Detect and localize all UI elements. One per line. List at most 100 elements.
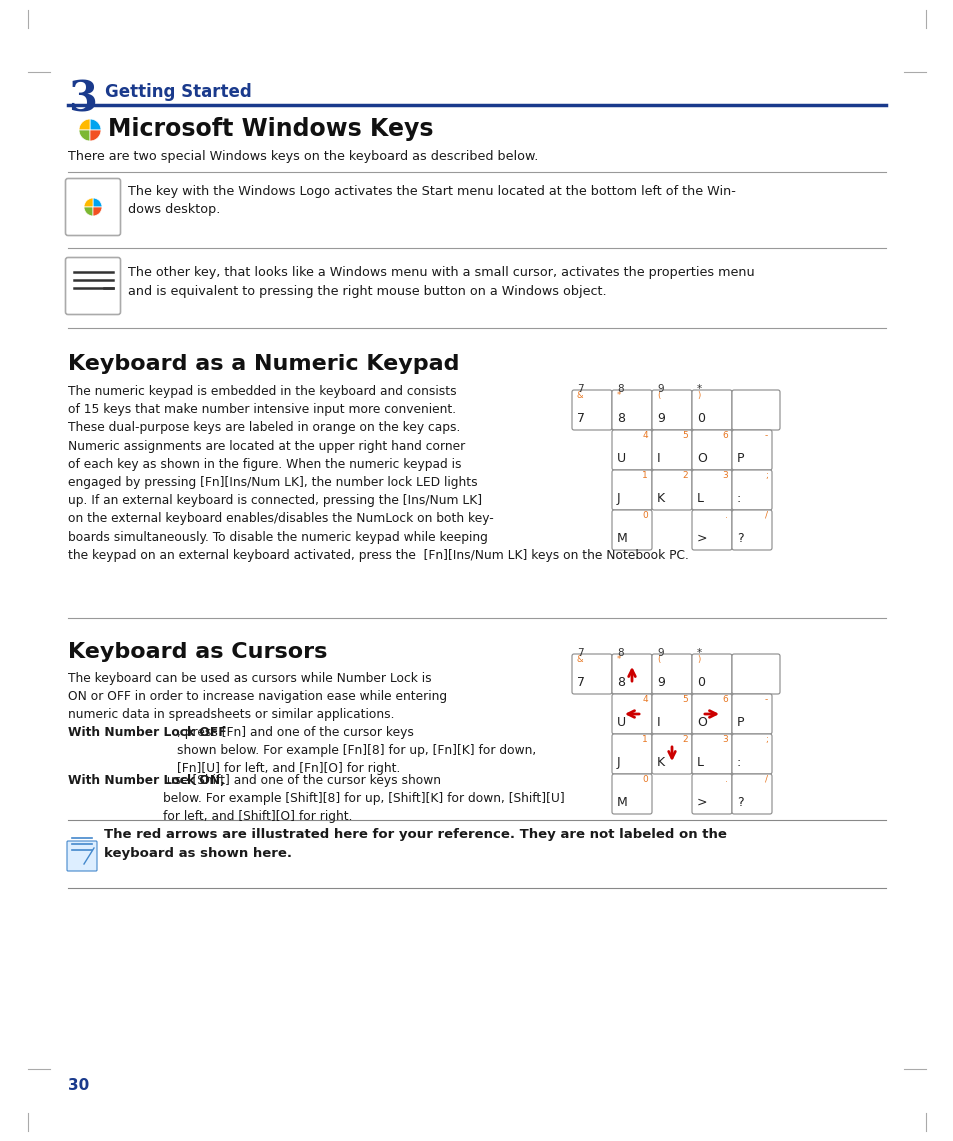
Text: 9: 9 (657, 648, 663, 658)
Text: >: > (697, 532, 707, 545)
Text: 7: 7 (577, 385, 583, 394)
Text: 3: 3 (721, 735, 727, 744)
Text: O: O (697, 452, 706, 466)
Text: J: J (617, 492, 620, 505)
Wedge shape (92, 207, 102, 216)
Text: 0: 0 (697, 412, 704, 424)
Text: ;: ; (764, 735, 767, 744)
Text: I: I (657, 717, 659, 729)
Text: 5: 5 (681, 695, 687, 704)
Text: I: I (657, 452, 659, 466)
Text: M: M (617, 796, 627, 809)
Text: P: P (737, 717, 743, 729)
FancyBboxPatch shape (691, 390, 731, 430)
Text: The keyboard can be used as cursors while Number Lock is
ON or OFF in order to i: The keyboard can be used as cursors whil… (68, 672, 447, 721)
Text: P: P (737, 452, 743, 466)
FancyBboxPatch shape (651, 430, 691, 470)
Text: (: ( (657, 391, 659, 400)
Text: /: / (764, 775, 767, 784)
Text: Getting Started: Getting Started (105, 83, 252, 102)
FancyBboxPatch shape (612, 510, 651, 550)
FancyBboxPatch shape (612, 390, 651, 430)
FancyBboxPatch shape (731, 430, 771, 470)
FancyBboxPatch shape (691, 430, 731, 470)
Text: 8: 8 (617, 648, 623, 658)
Text: K: K (657, 756, 664, 769)
Text: The red arrows are illustrated here for your reference. They are not labeled on : The red arrows are illustrated here for … (104, 828, 726, 860)
Text: .: . (724, 775, 727, 784)
Text: U: U (617, 452, 625, 466)
Text: ?: ? (737, 796, 742, 809)
Text: 3: 3 (721, 471, 727, 480)
Text: 6: 6 (721, 431, 727, 440)
Text: Keyboard as Cursors: Keyboard as Cursors (68, 642, 327, 662)
FancyBboxPatch shape (691, 774, 731, 814)
FancyBboxPatch shape (691, 694, 731, 734)
FancyBboxPatch shape (651, 470, 691, 510)
Text: 4: 4 (641, 695, 647, 704)
Text: There are two special Windows keys on the keyboard as described below.: There are two special Windows keys on th… (68, 149, 537, 163)
Text: (: ( (657, 655, 659, 664)
Text: 7: 7 (577, 648, 583, 658)
Text: 8: 8 (617, 675, 624, 689)
Text: 2: 2 (681, 471, 687, 480)
FancyBboxPatch shape (731, 734, 771, 774)
Text: 5: 5 (681, 431, 687, 440)
Text: -: - (764, 695, 767, 704)
FancyBboxPatch shape (731, 470, 771, 510)
Text: *: * (697, 385, 701, 394)
Text: 7: 7 (577, 412, 584, 424)
Text: 9: 9 (657, 675, 664, 689)
FancyBboxPatch shape (651, 694, 691, 734)
Text: K: K (657, 492, 664, 505)
FancyBboxPatch shape (612, 734, 651, 774)
Text: 7: 7 (577, 675, 584, 689)
FancyBboxPatch shape (66, 258, 120, 315)
FancyBboxPatch shape (612, 430, 651, 470)
Text: ?: ? (737, 532, 742, 545)
Text: 0: 0 (641, 775, 647, 784)
Wedge shape (79, 119, 90, 130)
Text: ): ) (697, 655, 700, 664)
FancyBboxPatch shape (691, 734, 731, 774)
FancyBboxPatch shape (691, 470, 731, 510)
Text: L: L (697, 492, 703, 505)
Text: :: : (737, 492, 740, 505)
Text: 8: 8 (617, 412, 624, 424)
Text: The key with the Windows Logo activates the Start menu located at the bottom lef: The key with the Windows Logo activates … (128, 185, 735, 217)
Wedge shape (79, 130, 90, 141)
Text: The numeric keypad is embedded in the keyboard and consists
of 15 keys that make: The numeric keypad is embedded in the ke… (68, 385, 688, 561)
Text: Keyboard as a Numeric Keypad: Keyboard as a Numeric Keypad (68, 354, 459, 374)
Text: -: - (764, 431, 767, 440)
Text: *: * (617, 391, 620, 400)
Wedge shape (90, 130, 101, 141)
Text: 1: 1 (641, 471, 647, 480)
Wedge shape (92, 199, 102, 207)
FancyBboxPatch shape (731, 510, 771, 550)
Text: J: J (617, 756, 620, 769)
Text: 0: 0 (641, 511, 647, 520)
Text: *: * (697, 648, 701, 658)
Text: , press [Fn] and one of the cursor keys
shown below. For example [Fn][8] for up,: , press [Fn] and one of the cursor keys … (177, 726, 536, 776)
Wedge shape (84, 199, 92, 207)
Text: L: L (697, 756, 703, 769)
FancyBboxPatch shape (651, 734, 691, 774)
Text: >: > (697, 796, 707, 809)
FancyBboxPatch shape (612, 470, 651, 510)
FancyBboxPatch shape (691, 510, 731, 550)
Text: 30: 30 (68, 1078, 90, 1093)
FancyBboxPatch shape (731, 390, 780, 430)
Wedge shape (84, 207, 92, 216)
Text: M: M (617, 532, 627, 545)
FancyBboxPatch shape (67, 841, 97, 871)
Text: 6: 6 (721, 695, 727, 704)
Text: .: . (724, 511, 727, 520)
Text: /: / (764, 511, 767, 520)
FancyBboxPatch shape (731, 774, 771, 814)
FancyBboxPatch shape (731, 694, 771, 734)
Text: 9: 9 (657, 385, 663, 394)
Text: The other key, that looks like a Windows menu with a small cursor, activates the: The other key, that looks like a Windows… (128, 266, 754, 298)
FancyBboxPatch shape (651, 654, 691, 694)
FancyBboxPatch shape (691, 654, 731, 694)
Text: 8: 8 (617, 385, 623, 394)
